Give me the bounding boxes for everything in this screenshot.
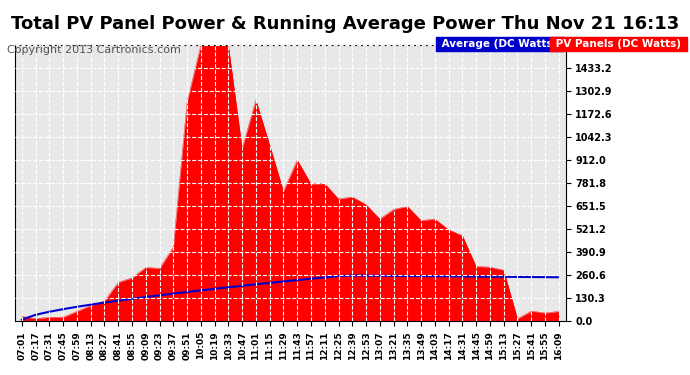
Text: Average (DC Watts): Average (DC Watts) [438,39,561,50]
Text: Copyright 2013 Cartronics.com: Copyright 2013 Cartronics.com [7,45,181,55]
Text: PV Panels (DC Watts): PV Panels (DC Watts) [552,39,684,50]
Text: Total PV Panel Power & Running Average Power Thu Nov 21 16:13: Total PV Panel Power & Running Average P… [11,15,679,33]
